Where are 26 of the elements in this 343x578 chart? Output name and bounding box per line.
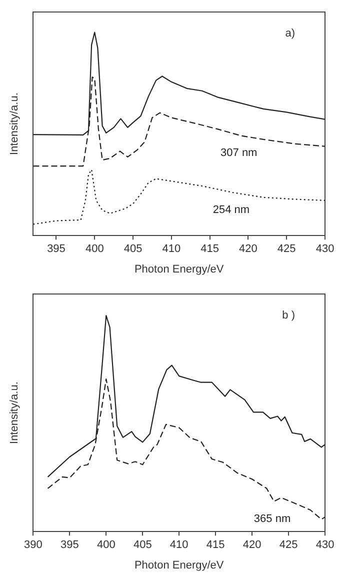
x-tick-label: 395 [60,539,79,552]
x-tick-label: 420 [242,539,262,552]
x-tick-label: 410 [162,243,181,256]
x-tick-label: 405 [133,539,152,552]
series-label: 365 nm [254,512,291,525]
x-tick-label: 395 [47,243,66,256]
x-tick-label: 390 [24,539,42,552]
x-tick-label: 410 [170,539,188,552]
x-tick-label: 415 [200,243,219,256]
chart-title: a) [285,28,295,40]
y-axis-title: Intensity/a.u. [8,382,21,444]
x-tick-label: 425 [277,243,296,256]
x-tick-label: 415 [206,539,225,552]
series-label: 254 nm [212,204,250,216]
x-axis-title: Photon Energy/eV [134,559,224,572]
x-tick-label: 420 [239,243,258,256]
series-label: 307 nm [220,147,258,160]
x-tick-label: 425 [279,539,298,552]
x-axis-title: Photon Energy/eV [134,263,224,276]
x-tick-label: 400 [85,243,104,256]
chart-title: b ) [282,310,295,322]
x-tick-label: 400 [96,539,116,552]
x-tick-label: 430 [316,243,334,256]
x-tick-label: 405 [124,243,142,256]
y-axis-title: Intensity/a.u. [8,92,21,155]
x-tick-label: 430 [316,539,334,552]
